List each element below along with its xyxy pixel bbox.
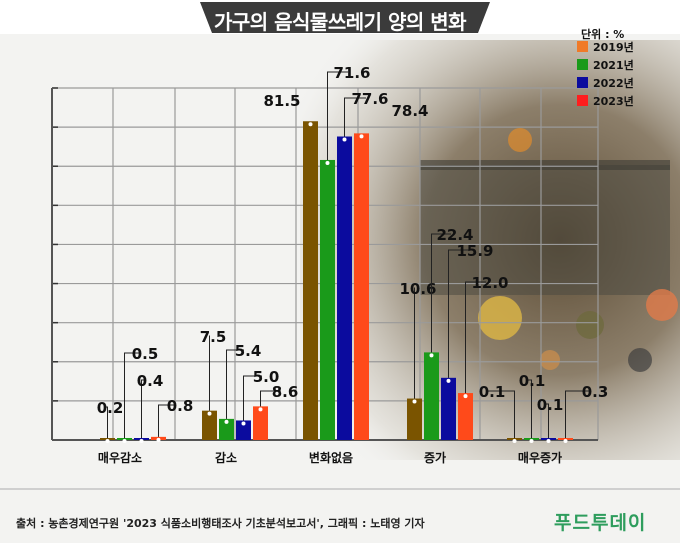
label-leader: [414, 287, 415, 399]
bar-top-dot: [512, 439, 517, 443]
x-tick-label: 매우감소: [98, 450, 142, 465]
data-label: 77.6: [351, 90, 388, 108]
label-leader: [528, 379, 532, 438]
data-label: 5.4: [235, 342, 262, 360]
data-label: 7.5: [200, 328, 227, 346]
data-label: 0.4: [137, 372, 164, 390]
label-leader: [106, 406, 108, 438]
chart-title: 가구의 음식물쓰레기 양의 변화: [213, 10, 467, 34]
label-leader: [327, 71, 348, 160]
label-leader: [344, 97, 366, 137]
label-leader: [448, 249, 471, 378]
legend-swatch-2021: [577, 59, 588, 70]
bar: [458, 393, 473, 440]
data-label: 8.6: [272, 383, 299, 401]
bar: [354, 133, 369, 440]
unit-label: 단위 : %: [581, 28, 625, 41]
legend-swatch-2019: [577, 41, 588, 52]
title-banner-shape: [0, 0, 680, 34]
data-label: 78.4: [391, 102, 428, 120]
bar: [219, 418, 234, 440]
data-label: 0.8: [167, 397, 194, 415]
label-leader: [209, 335, 210, 411]
label-leader: [124, 352, 141, 438]
label-leader: [465, 281, 486, 394]
data-label: 0.2: [97, 399, 124, 417]
legend-label-2021: 2021년: [593, 59, 634, 72]
bar-top-dot: [546, 439, 551, 443]
chart-bars: [100, 121, 573, 443]
bar-top-dot: [241, 421, 246, 426]
data-label: 0.1: [537, 396, 564, 414]
bar: [407, 398, 422, 440]
data-label: 10.6: [399, 280, 436, 298]
bar: [236, 420, 251, 440]
x-tick-label: 매우증가: [518, 450, 562, 465]
bar-top-dot: [463, 394, 468, 399]
bar-top-dot: [156, 437, 161, 442]
bar-top-dot: [446, 378, 451, 383]
data-label: 0.5: [132, 345, 159, 363]
bar-top-dot: [224, 419, 229, 424]
x-tick-label: 감소: [215, 450, 237, 465]
data-label: 0.1: [519, 372, 546, 390]
label-leader: [260, 390, 281, 407]
label-leader: [141, 379, 146, 438]
data-label: 71.6: [333, 64, 370, 82]
bar: [337, 136, 352, 440]
bar-top-dot: [139, 439, 144, 443]
x-tick-label: 증가: [424, 450, 446, 465]
bar-top-dot: [563, 439, 568, 443]
legend-swatch-2023: [577, 95, 588, 106]
bar-top-dot: [529, 439, 534, 443]
label-leader: [431, 233, 451, 353]
data-label: 15.9: [456, 242, 493, 260]
label-leader: [158, 404, 176, 437]
bar-top-dot: [105, 439, 110, 443]
bar-top-dot: [342, 137, 347, 142]
data-label: 81.5: [263, 92, 300, 110]
label-leader: [488, 390, 515, 438]
label-leader: [243, 375, 262, 421]
bar: [303, 121, 318, 440]
publisher-logo: 푸드투데이: [554, 512, 647, 534]
bar-top-dot: [412, 399, 417, 404]
data-label: 0.1: [479, 383, 506, 401]
legend-label-2023: 2023년: [593, 95, 634, 108]
bar: [202, 410, 217, 440]
legend-label-2022: 2022년: [593, 77, 634, 90]
data-label: 12.0: [471, 274, 508, 292]
footer-divider: [0, 488, 680, 490]
bar: [320, 159, 335, 440]
bar-top-dot: [258, 407, 263, 412]
bar-top-dot: [429, 353, 434, 358]
label-leader: [226, 349, 244, 419]
bar-top-dot: [359, 134, 364, 139]
data-label: 5.0: [253, 368, 280, 386]
data-label: 22.4: [436, 226, 473, 244]
bar: [424, 352, 439, 440]
bar: [441, 377, 456, 440]
bar-top-dot: [207, 411, 212, 416]
x-tick-label: 변화없음: [309, 450, 353, 465]
label-leader: [565, 390, 591, 438]
bar-top-dot: [122, 439, 127, 443]
source-credit: 출처 : 농촌경제연구원 '2023 식품소비행태조사 기초분석보고서', 그래…: [16, 517, 425, 530]
data-label: 0.3: [582, 383, 609, 401]
label-leader: [546, 403, 549, 438]
legend-label-2019: 2019년: [593, 41, 634, 54]
chart-labels: 0.2 0.5 0.40.8 7.5 5.4 5.08.6 81.5 71.6 77.678.4…: [97, 64, 609, 438]
bar: [253, 406, 268, 440]
bar-top-dot: [325, 160, 330, 165]
bar-top-dot: [308, 122, 313, 127]
legend-swatch-2022: [577, 77, 588, 88]
x-axis-labels: 매우감소 감소 변화없음 증가 매우증가: [98, 450, 562, 465]
title-bar: 가구의 음식물쓰레기 양의 변화: [0, 0, 680, 38]
